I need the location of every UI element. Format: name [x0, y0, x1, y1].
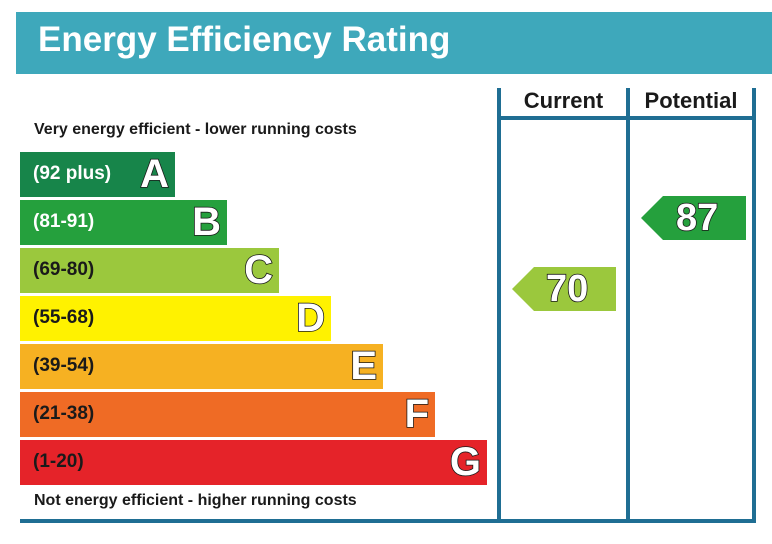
band-c-letter: C — [243, 247, 273, 293]
band-f-letter: F — [404, 391, 430, 437]
potential-column-header: Potential — [644, 88, 738, 113]
band-a-range: (92 plus) — [33, 163, 112, 184]
column-divider-right — [752, 88, 756, 523]
potential-arrow-shape — [641, 196, 746, 240]
page-title: Energy Efficiency Rating — [38, 20, 451, 59]
band-g: (1-20) G — [20, 439, 487, 485]
column-divider-left — [497, 88, 501, 523]
band-f-range: (21-38) — [33, 403, 95, 424]
band-e: (39-54) E — [20, 343, 383, 389]
band-g-range: (1-20) — [33, 451, 84, 472]
current-rating-arrow: 70 — [512, 267, 616, 311]
band-c-range: (69-80) — [33, 259, 95, 280]
band-b-range: (81-91) — [33, 211, 95, 232]
band-f: (21-38) F — [20, 391, 435, 437]
band-b: (81-91) B — [20, 199, 227, 245]
band-g-letter: G — [449, 439, 482, 485]
top-caption: Very energy efficient - lower running co… — [34, 121, 357, 138]
band-a: (92 plus) A — [20, 151, 175, 197]
band-b-letter: B — [191, 199, 221, 245]
current-rating-value: 70 — [545, 267, 589, 311]
potential-rating-arrow: 87 — [641, 196, 746, 240]
band-e-range: (39-54) — [33, 355, 95, 376]
band-e-letter: E — [350, 343, 378, 389]
current-arrow-shape — [512, 267, 616, 311]
potential-rating-value: 87 — [675, 196, 719, 240]
title-bar: Energy Efficiency Rating — [16, 12, 772, 74]
band-d-range: (55-68) — [33, 307, 95, 328]
band-d: (55-68) D — [20, 295, 331, 341]
band-d-letter: D — [295, 295, 325, 341]
current-column-header: Current — [523, 88, 604, 113]
bottom-caption: Not energy efficient - higher running co… — [34, 492, 357, 509]
bottom-border — [20, 519, 756, 523]
column-divider-middle — [626, 88, 630, 523]
band-a-letter: A — [139, 151, 169, 197]
band-c: (69-80) C — [20, 247, 279, 293]
